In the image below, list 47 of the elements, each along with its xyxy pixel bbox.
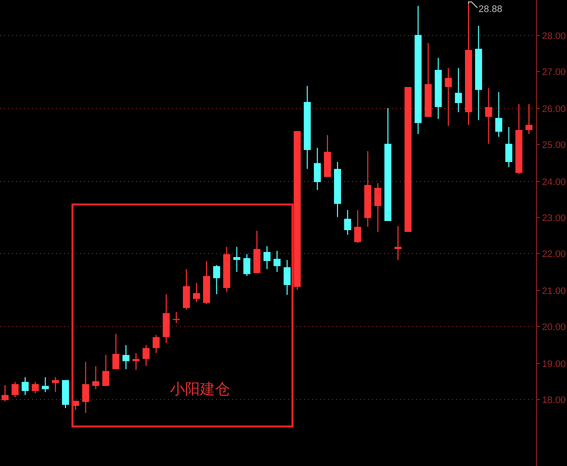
annotation: 28.88 <box>478 4 502 15</box>
candlestick <box>172 312 180 324</box>
candlestick <box>284 259 291 296</box>
candlestick <box>12 381 19 398</box>
candlestick <box>192 282 200 303</box>
candlestick <box>22 376 29 396</box>
candlestick <box>142 344 150 366</box>
candlestick <box>182 268 190 310</box>
y-tick-label: 27.00 <box>542 67 566 78</box>
y-tick-label: 21.00 <box>542 286 566 297</box>
y-tick-label: 20.00 <box>542 322 566 333</box>
candlestick <box>274 250 281 272</box>
candlestick <box>112 333 120 370</box>
candlestick <box>485 88 492 144</box>
candlestick <box>233 246 240 272</box>
candlestick <box>152 334 160 354</box>
y-tick-label: 18.00 <box>542 395 566 406</box>
candlestick <box>525 104 532 134</box>
candlestick <box>213 264 220 295</box>
candlestick <box>82 361 90 414</box>
candlestick <box>495 92 502 138</box>
candlestick <box>354 210 362 244</box>
candlestick <box>52 376 59 393</box>
y-tick-label: 23.00 <box>542 213 566 224</box>
candlestick <box>263 246 270 270</box>
candlestick <box>42 376 49 393</box>
annotation: 小阳建仓 <box>170 381 230 398</box>
candlestick <box>374 182 382 232</box>
candlestick <box>32 381 39 394</box>
candlestick <box>2 384 9 402</box>
y-tick-label: 26.00 <box>542 104 566 115</box>
candlestick <box>243 254 250 276</box>
y-tick-label: 19.00 <box>542 359 566 370</box>
candlestick <box>394 226 402 260</box>
candlestick <box>132 352 140 370</box>
candlestick <box>314 147 321 191</box>
candlestick <box>505 126 512 168</box>
candlestick <box>92 366 100 390</box>
y-tick-label: 24.00 <box>542 177 566 188</box>
y-tick-label: 25.00 <box>542 140 566 151</box>
candlestick <box>444 68 452 126</box>
candlestick <box>454 68 462 113</box>
y-tick-label: 22.00 <box>542 249 566 260</box>
candlestick <box>122 344 130 370</box>
candlestick <box>344 210 352 236</box>
candlestick <box>102 354 110 386</box>
y-tick-label: 28.00 <box>542 31 566 42</box>
